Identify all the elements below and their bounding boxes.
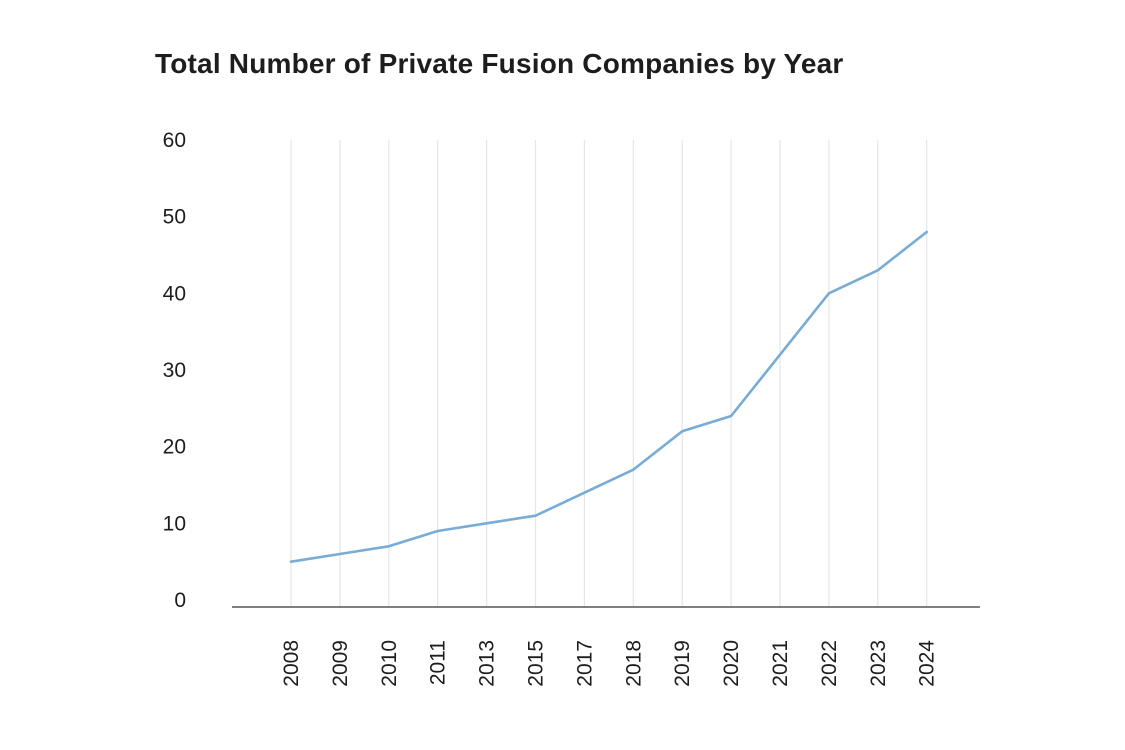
data-point (288, 559, 293, 564)
y-axis-ticks: 0 10 20 30 40 50 60 (163, 129, 186, 612)
data-point (533, 513, 538, 518)
chart-title: Total Number of Private Fusion Companies… (155, 48, 844, 79)
data-point (386, 544, 391, 549)
data-point (924, 229, 929, 234)
data-point (484, 521, 489, 526)
y-tick-label: 40 (163, 282, 186, 305)
x-tick-label: 2015 (525, 640, 548, 687)
data-point (680, 429, 685, 434)
x-axis-ticks: 2008 2009 2010 2011 2013 2015 2017 2018 2019 2020… (280, 640, 939, 687)
data-point (337, 551, 342, 556)
x-tick-label: 2013 (476, 640, 499, 687)
x-tick-label: 2020 (720, 640, 743, 687)
series-line (289, 230, 929, 564)
x-tick-label: 2010 (378, 640, 401, 687)
data-point (729, 413, 734, 418)
y-tick-label: 60 (163, 129, 186, 152)
grid-lines (290, 140, 928, 607)
data-point (582, 490, 587, 495)
x-tick-label: 2024 (916, 640, 939, 687)
series-layer (288, 229, 929, 564)
data-point (826, 291, 831, 296)
x-tick-label: 2008 (280, 640, 303, 687)
y-tick-label: 0 (174, 589, 186, 612)
y-tick-label: 20 (163, 436, 186, 459)
x-tick-label: 2021 (769, 640, 792, 687)
y-tick-label: 30 (163, 359, 186, 382)
x-tick-label: 2023 (867, 640, 890, 687)
y-tick-label: 10 (163, 512, 186, 535)
y-tick-label: 50 (163, 206, 186, 229)
x-tick-label: 2018 (622, 640, 645, 687)
x-tick-label: 2017 (573, 640, 596, 687)
data-point (631, 467, 636, 472)
x-tick-label: 2022 (818, 640, 841, 687)
data-point (875, 268, 880, 273)
data-point (777, 352, 782, 357)
data-point (435, 528, 440, 533)
x-tick-label: 2009 (329, 640, 352, 687)
x-tick-label: 2019 (671, 640, 694, 687)
x-tick-label: 2011 (427, 640, 450, 685)
